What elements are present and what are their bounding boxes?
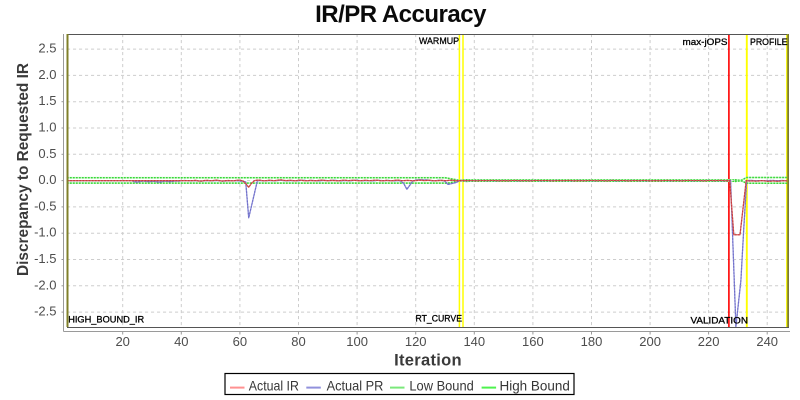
svg-text:Discrepancy to Requested IR: Discrepancy to Requested IR <box>15 63 32 276</box>
svg-text:180: 180 <box>581 334 603 349</box>
svg-text:VALIDATION: VALIDATION <box>691 315 749 326</box>
svg-text:Actual PR: Actual PR <box>327 379 384 394</box>
svg-text:1.5: 1.5 <box>38 93 56 108</box>
svg-text:PROFILE: PROFILE <box>750 37 788 48</box>
svg-text:WARMUP: WARMUP <box>419 36 459 47</box>
svg-text:40: 40 <box>174 334 188 349</box>
svg-text:-1.0: -1.0 <box>34 225 56 240</box>
svg-text:RT_CURVE: RT_CURVE <box>416 313 463 324</box>
svg-text:140: 140 <box>463 334 485 349</box>
svg-text:80: 80 <box>291 334 305 349</box>
svg-text:200: 200 <box>639 334 661 349</box>
svg-text:-0.5: -0.5 <box>34 198 56 213</box>
svg-text:0.0: 0.0 <box>38 172 56 187</box>
svg-text:Iteration: Iteration <box>394 352 462 370</box>
svg-text:HIGH_BOUND_IR: HIGH_BOUND_IR <box>68 315 144 326</box>
svg-text:-2.0: -2.0 <box>34 277 56 292</box>
svg-text:60: 60 <box>233 334 247 349</box>
svg-text:Low Bound: Low Bound <box>409 379 473 394</box>
svg-text:100: 100 <box>346 334 368 349</box>
svg-text:max-jOPS: max-jOPS <box>683 37 728 48</box>
svg-text:High Bound: High Bound <box>500 379 570 394</box>
svg-text:-2.5: -2.5 <box>34 304 56 319</box>
svg-text:2.0: 2.0 <box>38 67 56 82</box>
svg-text:220: 220 <box>698 334 720 349</box>
svg-text:IR/PR Accuracy: IR/PR Accuracy <box>315 1 487 28</box>
svg-text:20: 20 <box>115 334 129 349</box>
svg-text:0.5: 0.5 <box>38 146 56 161</box>
svg-text:Actual IR: Actual IR <box>249 379 299 394</box>
svg-text:1.0: 1.0 <box>38 120 56 135</box>
svg-text:-1.5: -1.5 <box>34 251 56 266</box>
svg-text:240: 240 <box>756 334 778 349</box>
svg-text:160: 160 <box>522 334 544 349</box>
svg-text:2.5: 2.5 <box>38 41 56 56</box>
svg-text:120: 120 <box>405 334 427 349</box>
